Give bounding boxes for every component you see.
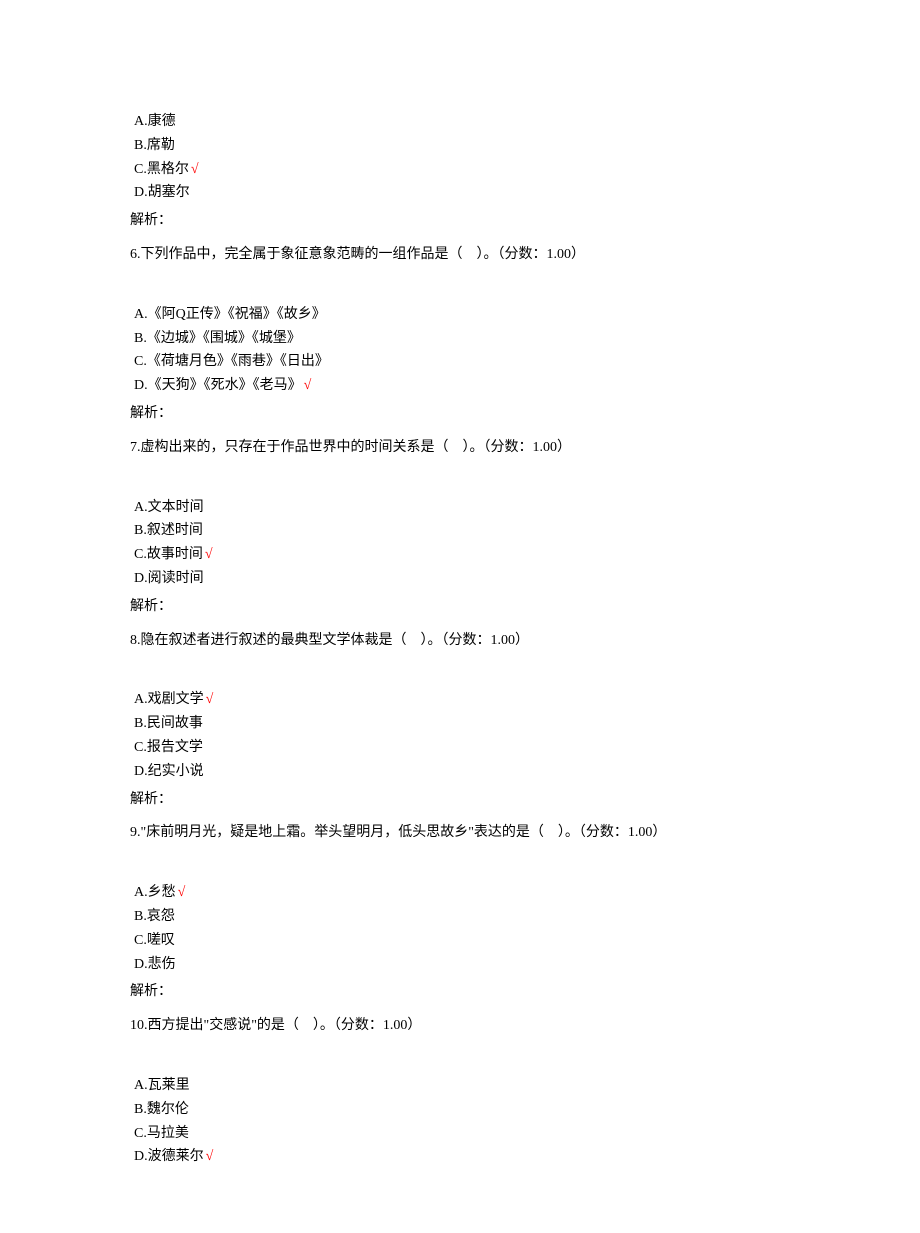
option-b: B.民间故事 [134,712,790,736]
option-b: B.席勒 [134,134,790,158]
option-b: B.魏尔伦 [134,1098,790,1122]
option-d: D.《天狗》《死水》《老马》√ [134,374,790,398]
question-10-options: A.瓦莱里 B.魏尔伦 C.马拉美 D.波德莱尔√ [130,1074,790,1169]
question-8-stem: 8.隐在叙述者进行叙述的最典型文学体裁是（ ）。（分数：1.00） [130,629,790,653]
option-label: D.胡塞尔 [134,185,190,200]
option-a: A.乡愁√ [134,881,790,905]
option-label: A.戏剧文学 [134,692,204,707]
option-label: C.《荷塘月色》《雨巷》《日出》 [134,354,329,369]
check-icon: √ [205,547,213,562]
analysis-label: 解析： [130,788,790,812]
check-icon: √ [206,692,214,707]
option-c: C.报告文学 [134,736,790,760]
question-10-stem: 10.西方提出"交感说"的是（ ）。（分数：1.00） [130,1014,790,1038]
option-label: C.报告文学 [134,740,203,755]
option-label: A.乡愁 [134,885,176,900]
question-6-options: A.《阿Q正传》《祝福》《故乡》 B.《边城》《围城》《城堡》 C.《荷塘月色》… [130,303,790,398]
option-a: A.文本时间 [134,496,790,520]
option-label: D.悲伤 [134,957,176,972]
analysis-label: 解析： [130,595,790,619]
option-label: A.瓦莱里 [134,1078,190,1093]
option-c: C.马拉美 [134,1122,790,1146]
analysis-label: 解析： [130,402,790,426]
question-7-stem: 7.虚构出来的，只存在于作品世界中的时间关系是（ ）。（分数：1.00） [130,436,790,460]
question-6-stem: 6.下列作品中，完全属于象征意象范畴的一组作品是（ ）。（分数：1.00） [130,243,790,267]
option-label: A.文本时间 [134,500,204,515]
option-d: D.胡塞尔 [134,181,790,205]
option-b: B.《边城》《围城》《城堡》 [134,327,790,351]
option-a: A.戏剧文学√ [134,688,790,712]
option-d: D.悲伤 [134,953,790,977]
option-c: C.故事时间√ [134,543,790,567]
analysis-label: 解析： [130,209,790,233]
option-label: A.《阿Q正传》《祝福》《故乡》 [134,307,326,322]
option-b: B.哀怨 [134,905,790,929]
check-icon: √ [191,162,199,177]
option-label: D.波德莱尔 [134,1149,204,1164]
option-label: D.阅读时间 [134,571,204,586]
option-a: A.康德 [134,110,790,134]
question-5-options: A.康德 B.席勒 C.黑格尔√ D.胡塞尔 [130,110,790,205]
option-label: C.马拉美 [134,1126,189,1141]
option-b: B.叙述时间 [134,519,790,543]
analysis-label: 解析： [130,980,790,1004]
question-8-options: A.戏剧文学√ B.民间故事 C.报告文学 D.纪实小说 [130,688,790,783]
option-label: D.纪实小说 [134,764,204,779]
question-7-options: A.文本时间 B.叙述时间 C.故事时间√ D.阅读时间 [130,496,790,591]
option-a: A.瓦莱里 [134,1074,790,1098]
option-label: B.哀怨 [134,909,175,924]
option-label: A.康德 [134,114,176,129]
page-content: A.康德 B.席勒 C.黑格尔√ D.胡塞尔 解析： 6.下列作品中，完全属于象… [0,0,920,1233]
question-9-stem: 9."床前明月光，疑是地上霜。举头望明月，低头思故乡"表达的是（ ）。（分数：1… [130,821,790,845]
option-label: D.《天狗》《死水》《老马》 [134,378,302,393]
option-label: C.黑格尔 [134,162,189,177]
option-label: B.《边城》《围城》《城堡》 [134,331,301,346]
option-c: C.《荷塘月色》《雨巷》《日出》 [134,350,790,374]
check-icon: √ [206,1149,214,1164]
question-9-options: A.乡愁√ B.哀怨 C.嗟叹 D.悲伤 [130,881,790,976]
option-d: D.阅读时间 [134,567,790,591]
option-label: C.嗟叹 [134,933,175,948]
option-label: B.席勒 [134,138,175,153]
option-label: B.魏尔伦 [134,1102,189,1117]
option-a: A.《阿Q正传》《祝福》《故乡》 [134,303,790,327]
option-d: D.波德莱尔√ [134,1145,790,1169]
option-label: B.叙述时间 [134,523,203,538]
option-c: C.嗟叹 [134,929,790,953]
option-d: D.纪实小说 [134,760,790,784]
option-label: B.民间故事 [134,716,203,731]
option-label: C.故事时间 [134,547,203,562]
check-icon: √ [178,885,186,900]
check-icon: √ [304,378,312,393]
option-c: C.黑格尔√ [134,158,790,182]
